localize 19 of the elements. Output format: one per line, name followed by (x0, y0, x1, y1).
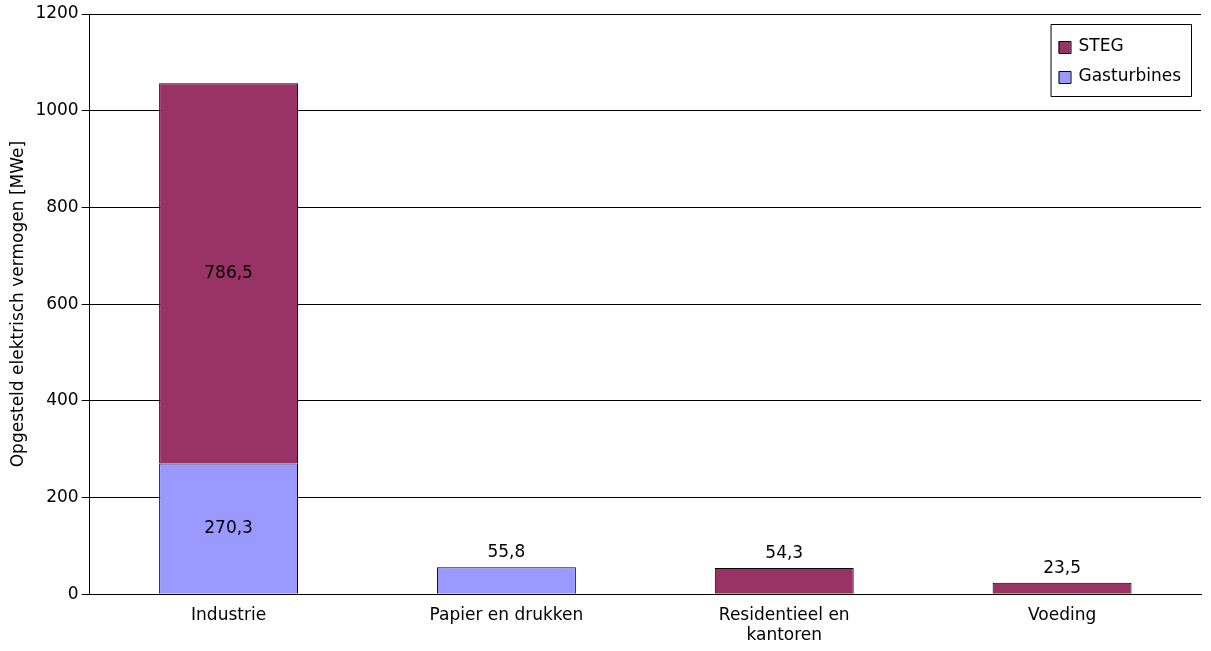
legend-label: Gasturbines (1078, 65, 1182, 86)
data-label: 786,5 (204, 261, 253, 282)
y-tick-label: 200 (46, 485, 79, 506)
y-tick-label: 1200 (35, 2, 79, 23)
y-tick-label: 800 (46, 195, 79, 216)
data-label: 55,8 (487, 541, 526, 562)
x-tick-label: Residentieel en kantoren (718, 603, 850, 645)
y-axis-title: Opgesteld elektrisch vermogen [MWe] (6, 140, 27, 468)
data-label: 23,5 (1043, 556, 1082, 577)
x-tick-label: Industrie (191, 603, 267, 624)
legend-label: STEG (1078, 35, 1124, 56)
data-label: 270,3 (204, 517, 253, 538)
y-tick-label: 1000 (35, 99, 79, 120)
x-tick-label: Voeding (1027, 603, 1097, 624)
y-tick-label: 600 (46, 292, 79, 313)
x-tick-label: Papier en drukken (429, 603, 584, 624)
y-tick-label: 400 (46, 389, 79, 410)
y-tick-label: 0 (67, 582, 79, 603)
data-label: 54,3 (765, 541, 804, 562)
